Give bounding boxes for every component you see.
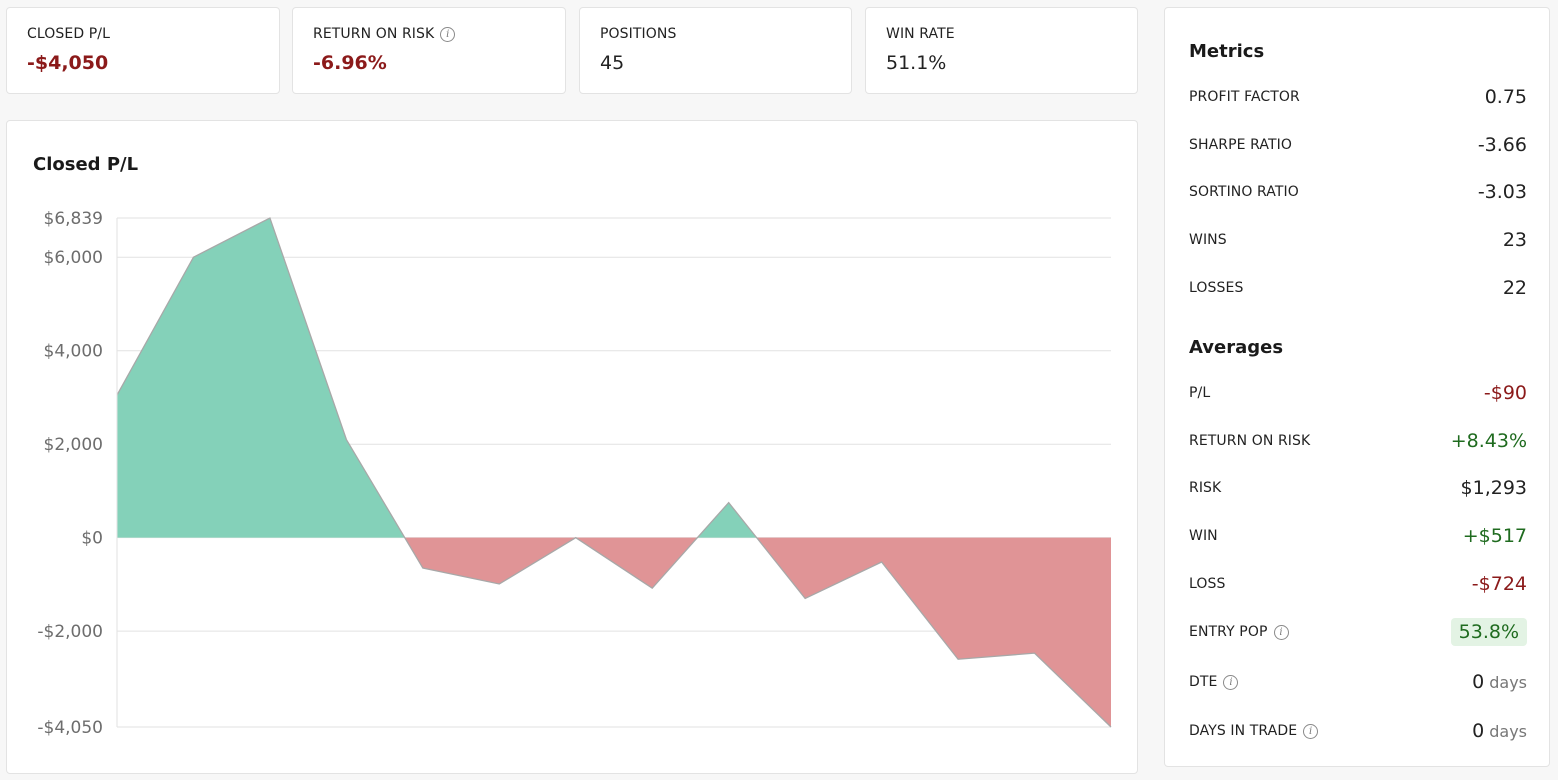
metric-value: +8.43%	[1451, 430, 1527, 452]
stat-label: WIN RATE	[886, 26, 955, 42]
loss-area	[757, 538, 1111, 727]
entry-pop-badge: 53.8%	[1451, 618, 1527, 646]
metric-value: 23	[1503, 229, 1527, 251]
metric-value: -$90	[1484, 382, 1527, 404]
metric-label: P/L	[1189, 385, 1210, 401]
closed-pl-chart-card: Closed P/L $6,839 $6,000 $4,000 $2,000 $0 -$2…	[6, 120, 1138, 774]
metric-row-sharpe-ratio: SHARPE RATIO -3.66	[1189, 130, 1527, 160]
y-tick-label: $4,000	[44, 342, 103, 362]
unit-label: days	[1489, 722, 1527, 741]
metric-label: LOSSES	[1189, 280, 1243, 296]
metric-value: 0 days	[1472, 671, 1527, 693]
average-row-loss: LOSS -$724	[1189, 569, 1527, 599]
average-row-risk: RISK $1,293	[1189, 473, 1527, 503]
profit-area	[117, 218, 405, 538]
metric-value: +$517	[1463, 525, 1527, 547]
stat-label: CLOSED P/L	[27, 26, 110, 42]
metric-row-wins: WINS 23	[1189, 225, 1527, 255]
metric-label: SORTINO RATIO	[1189, 184, 1299, 200]
metric-value: -$724	[1472, 573, 1527, 595]
average-row-win: WIN +$517	[1189, 521, 1527, 551]
stat-card-win-rate: WIN RATE 51.1%	[865, 7, 1138, 94]
stat-label: RETURN ON RISK i	[313, 26, 455, 42]
metric-label: SHARPE RATIO	[1189, 137, 1292, 153]
stat-value: 51.1%	[886, 52, 946, 74]
stat-label: POSITIONS	[600, 26, 676, 42]
stat-card-closed-pl: CLOSED P/L -$4,050	[6, 7, 280, 94]
metric-value: 0.75	[1485, 86, 1527, 108]
average-row-days-in-trade: DAYS IN TRADE i 0 days	[1189, 716, 1527, 746]
info-icon[interactable]: i	[1274, 625, 1289, 640]
average-row-pl: P/L -$90	[1189, 378, 1527, 408]
closed-pl-chart: $6,839 $6,000 $4,000 $2,000 $0 -$2,000 -$4,050	[7, 121, 1137, 773]
metric-label: WINS	[1189, 232, 1227, 248]
metrics-heading: Metrics	[1189, 41, 1264, 62]
metric-value: 22	[1503, 277, 1527, 299]
unit-label: days	[1489, 673, 1527, 692]
average-row-dte: DTE i 0 days	[1189, 667, 1527, 697]
loss-area	[576, 538, 698, 588]
metric-label: RISK	[1189, 480, 1221, 496]
metric-label: PROFIT FACTOR	[1189, 89, 1300, 105]
average-row-return-on-risk: RETURN ON RISK +8.43%	[1189, 426, 1527, 456]
metric-label: WIN	[1189, 528, 1218, 544]
metric-label: ENTRY POP i	[1189, 624, 1289, 640]
y-tick-label: $0	[81, 529, 103, 549]
stat-card-positions: POSITIONS 45	[579, 7, 852, 94]
y-tick-label: -$2,000	[37, 622, 103, 642]
average-row-entry-pop: ENTRY POP i 53.8%	[1189, 617, 1527, 647]
y-tick-label: -$4,050	[37, 718, 103, 738]
info-icon[interactable]: i	[440, 27, 455, 42]
metric-label: LOSS	[1189, 576, 1226, 592]
metric-label: DTE i	[1189, 674, 1238, 690]
metric-value: -3.03	[1478, 181, 1527, 203]
info-icon[interactable]: i	[1303, 724, 1318, 739]
metric-label: RETURN ON RISK	[1189, 433, 1310, 449]
metric-row-sortino-ratio: SORTINO RATIO -3.03	[1189, 177, 1527, 207]
metric-value: -3.66	[1478, 134, 1527, 156]
y-tick-label: $6,000	[44, 248, 103, 268]
y-tick-label: $6,839	[44, 209, 103, 229]
metric-row-losses: LOSSES 22	[1189, 273, 1527, 303]
profit-area	[697, 503, 756, 538]
stat-card-return-on-risk: RETURN ON RISK i -6.96%	[292, 7, 566, 94]
metric-row-profit-factor: PROFIT FACTOR 0.75	[1189, 82, 1527, 112]
y-tick-label: $2,000	[44, 435, 103, 455]
stat-value: 45	[600, 52, 624, 74]
info-icon[interactable]: i	[1223, 675, 1238, 690]
loss-area	[405, 538, 576, 584]
stat-value: -$4,050	[27, 52, 108, 74]
averages-heading: Averages	[1189, 337, 1283, 358]
metric-value: 0 days	[1472, 720, 1527, 742]
metric-label: DAYS IN TRADE i	[1189, 723, 1318, 739]
metric-value: $1,293	[1461, 477, 1527, 499]
metrics-panel: Metrics PROFIT FACTOR 0.75 SHARPE RATIO …	[1164, 7, 1550, 767]
stat-value: -6.96%	[313, 52, 387, 74]
